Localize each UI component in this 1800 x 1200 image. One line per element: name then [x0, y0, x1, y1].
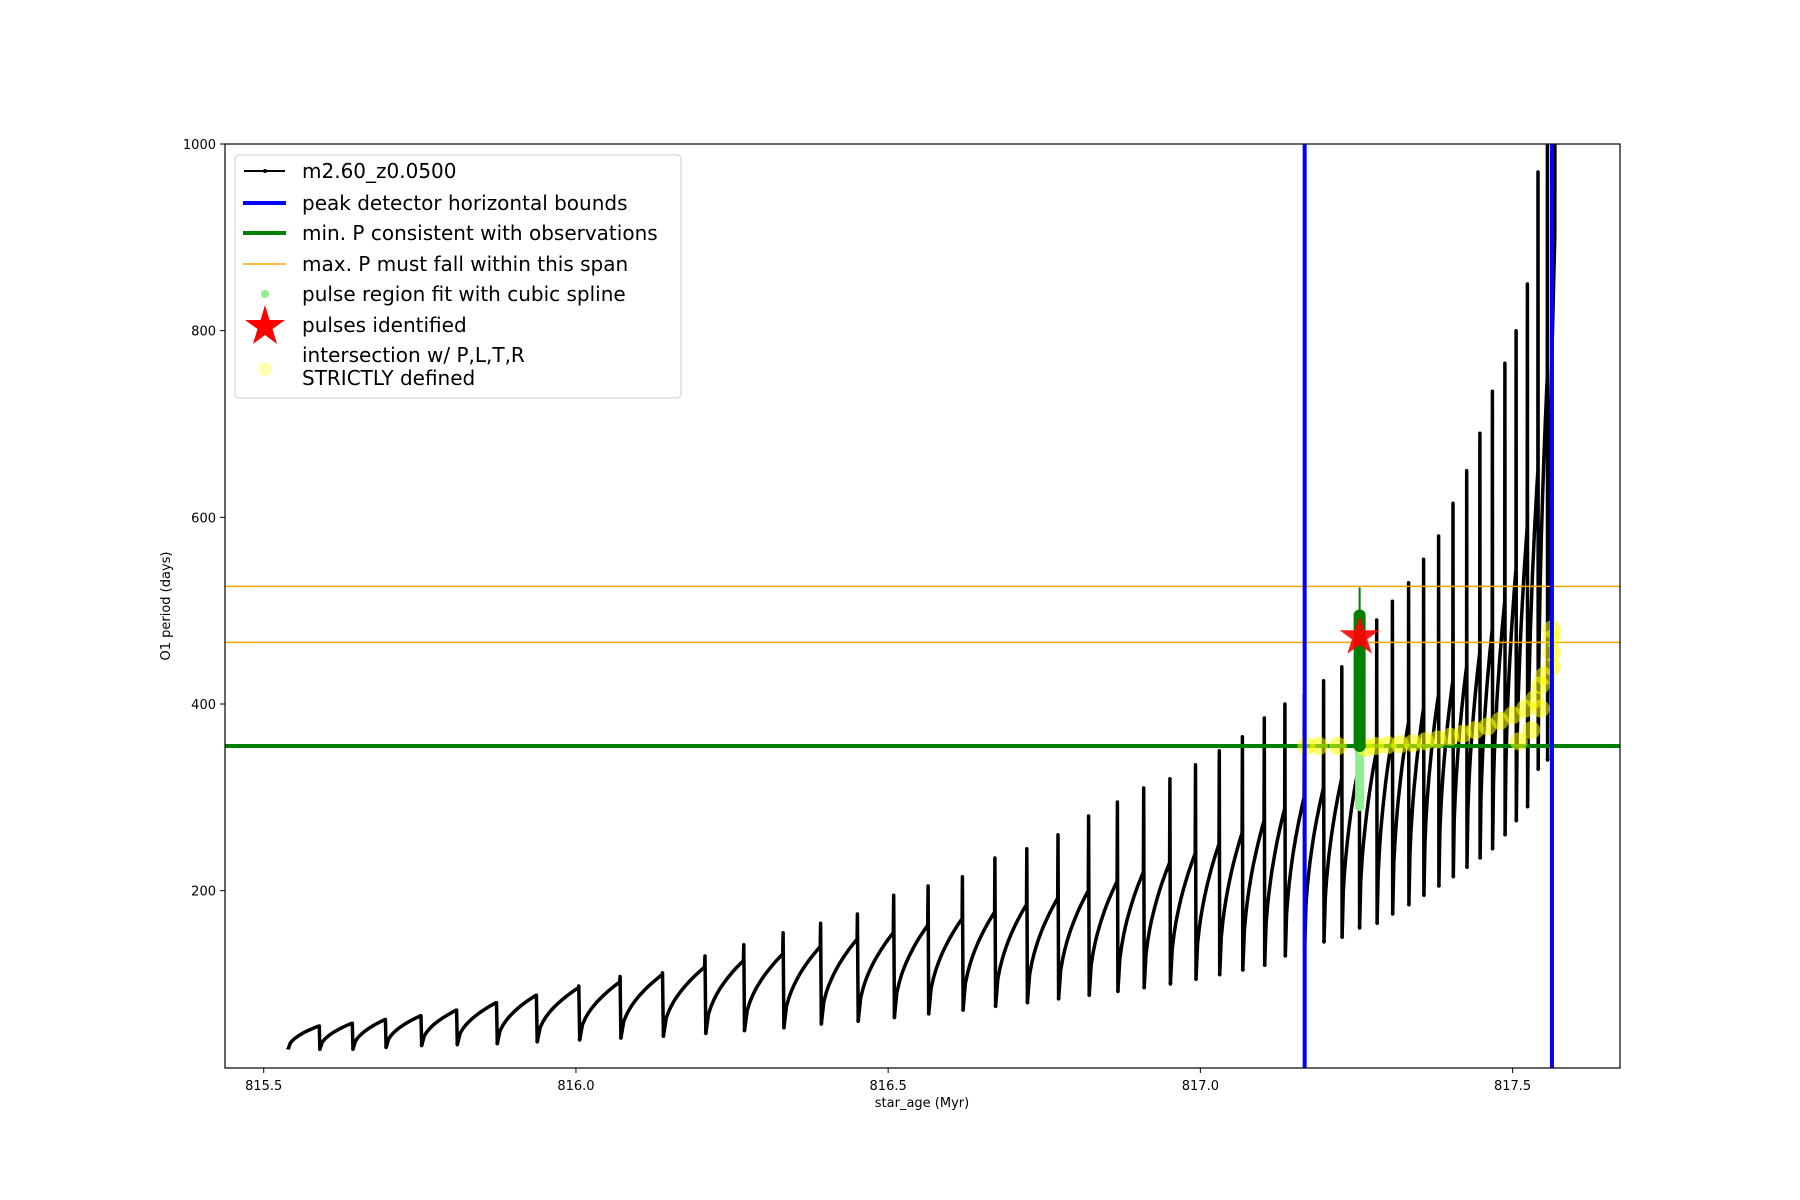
legend-swatch-track-marker: [263, 169, 267, 173]
legend-label-spline: pulse region fit with cubic spline: [302, 282, 626, 306]
legend-box: [234, 154, 682, 399]
x-tick-label: 817.5: [1494, 1079, 1531, 1094]
intersection-point: [1328, 737, 1347, 755]
y-tick-label: 600: [191, 511, 216, 526]
x-axis-label: star_age (Myr): [875, 1096, 969, 1111]
intersection-point: [1531, 699, 1550, 718]
intersection-point: [1522, 721, 1541, 740]
legend-label-intersection: intersection w/ P,L,T,R: [302, 343, 525, 367]
y-tick-label: 400: [191, 698, 216, 713]
axes-frame: [224, 143, 1621, 1069]
legend-swatch-star-icon: [245, 305, 285, 344]
intersection-point: [1509, 732, 1528, 751]
track-line: [286, 144, 1557, 1052]
legend-label-minp: min. P consistent with observations: [302, 221, 658, 245]
legend: m2.60_z0.0500 peak detector horizontal b…: [234, 154, 682, 399]
legend-label-intersection-2: STRICTLY defined: [302, 366, 475, 390]
x-tick-label: 817.0: [1182, 1079, 1219, 1094]
y-axis: 200 400 600 800 1000: [183, 138, 225, 900]
pulse-identified-star-icon: [1339, 615, 1380, 654]
plot-area: [225, 144, 1620, 1068]
x-tick-label: 815.5: [245, 1079, 282, 1094]
y-tick-label: 200: [191, 885, 216, 900]
legend-label-track: m2.60_z0.0500: [302, 159, 457, 183]
x-tick-label: 816.5: [870, 1079, 907, 1094]
y-tick-label: 1000: [183, 138, 216, 153]
legend-swatch-spline: [261, 290, 269, 298]
y-tick-label: 800: [191, 325, 216, 340]
legend-swatch-intersection: [258, 362, 272, 376]
x-tick-label: 816.0: [557, 1079, 594, 1094]
intersection-point: [1310, 737, 1329, 755]
y-axis-label: O1 period (days): [159, 551, 174, 660]
legend-label-bounds: peak detector horizontal bounds: [302, 191, 628, 215]
x-axis: 815.5 816.0 816.5 817.0 817.5: [245, 1068, 1531, 1094]
legend-label-pulses: pulses identified: [302, 313, 467, 337]
legend-label-maxp: max. P must fall within this span: [302, 252, 628, 276]
